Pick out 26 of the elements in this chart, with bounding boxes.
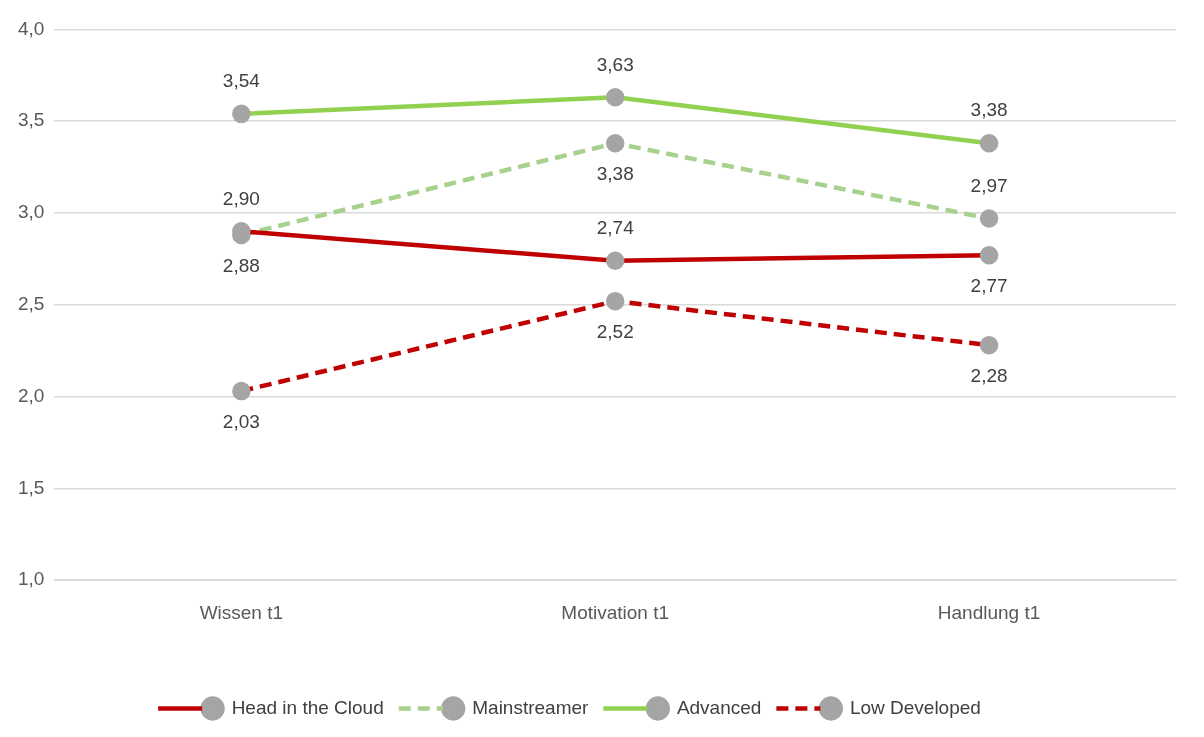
legend-label: Advanced: [676, 696, 762, 718]
legend-label: Low Developed: [849, 696, 981, 718]
data-label: 2,74: [596, 216, 635, 238]
x-tick-label: Handlung t1: [937, 601, 1041, 623]
data-label: 2,77: [970, 275, 1008, 297]
legend-label: Head in the Cloud: [231, 696, 384, 718]
y-tick-label: 4,0: [17, 17, 45, 39]
y-tick-label: 3,0: [17, 201, 45, 223]
y-tick-label: 1,5: [17, 476, 45, 498]
y-tick-label: 3,5: [17, 109, 45, 131]
y-tick-label: 2,0: [17, 384, 45, 406]
legend-label: Mainstreamer: [472, 696, 590, 718]
data-label: 3,38: [970, 99, 1008, 121]
x-tick-label: Motivation t1: [561, 601, 670, 623]
y-tick-label: 1,0: [17, 568, 45, 590]
data-label: 2,52: [596, 321, 634, 343]
y-tick-label: 2,5: [17, 293, 45, 315]
data-label: 2,03: [222, 411, 260, 433]
data-label: 2,88: [222, 255, 260, 277]
data-label: 2,90: [222, 187, 260, 209]
data-label: 2,28: [970, 365, 1008, 387]
data-label: 3,63: [596, 53, 634, 75]
x-tick-label: Wissen t1: [199, 601, 284, 623]
data-label: 3,54: [222, 70, 261, 92]
data-label: 2,97: [970, 174, 1008, 196]
data-label: 3,38: [596, 163, 634, 185]
